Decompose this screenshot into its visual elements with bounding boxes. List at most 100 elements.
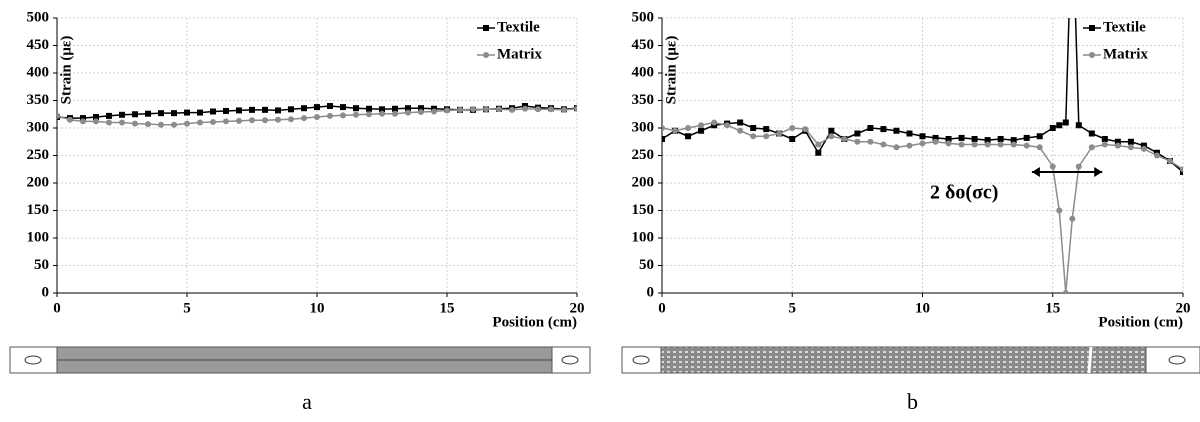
marker xyxy=(1075,163,1082,170)
marker xyxy=(444,107,450,114)
marker xyxy=(997,141,1004,148)
marker xyxy=(1010,137,1017,144)
marker xyxy=(958,134,965,141)
marker xyxy=(288,106,294,113)
marker xyxy=(763,126,770,133)
marker xyxy=(275,107,281,114)
marker xyxy=(971,141,978,148)
caption: a xyxy=(302,389,312,414)
marker xyxy=(698,127,705,134)
marker xyxy=(93,114,99,120)
y-tick-label: 0 xyxy=(647,284,655,300)
marker xyxy=(906,130,913,137)
y-tick-label: 150 xyxy=(632,202,655,218)
marker xyxy=(919,140,926,147)
marker xyxy=(789,136,796,142)
y-tick-label: 250 xyxy=(27,147,50,163)
marker xyxy=(662,125,665,131)
marker xyxy=(789,125,796,131)
y-axis-label: Strain (με) xyxy=(58,36,74,105)
marker xyxy=(1114,138,1121,145)
arrow-head xyxy=(1031,167,1103,177)
marker xyxy=(158,110,164,117)
marker xyxy=(672,127,679,134)
marker xyxy=(314,104,320,111)
y-tick-label: 50 xyxy=(639,257,654,273)
marker xyxy=(93,118,99,125)
marker xyxy=(327,112,333,119)
marker xyxy=(106,112,112,119)
marker xyxy=(132,111,138,118)
y-tick-label: 100 xyxy=(632,229,655,245)
legend-label: Textile xyxy=(1103,19,1146,35)
x-tick-label: 20 xyxy=(570,300,585,316)
marker xyxy=(275,116,281,123)
y-tick-label: 300 xyxy=(27,119,50,135)
marker xyxy=(1049,125,1056,131)
y-tick-label: 250 xyxy=(632,147,655,163)
marker xyxy=(828,133,835,140)
y-tick-label: 500 xyxy=(632,9,655,25)
marker xyxy=(327,103,333,109)
marker xyxy=(561,106,567,113)
marker xyxy=(301,105,307,112)
marker xyxy=(1166,158,1173,164)
marker xyxy=(776,130,783,137)
marker xyxy=(392,110,398,117)
marker xyxy=(405,105,411,112)
marker xyxy=(1088,144,1095,151)
marker xyxy=(724,122,731,129)
marker xyxy=(535,106,541,113)
marker xyxy=(1056,207,1063,214)
marker xyxy=(574,105,577,112)
marker xyxy=(1127,144,1134,151)
marker xyxy=(1180,166,1183,173)
marker xyxy=(802,126,809,133)
marker xyxy=(1089,52,1095,58)
marker xyxy=(418,105,424,112)
marker xyxy=(132,120,138,127)
marker xyxy=(236,107,242,114)
marker xyxy=(1062,119,1069,126)
marker xyxy=(262,117,268,124)
marker xyxy=(1023,142,1030,149)
marker xyxy=(106,119,112,126)
marker xyxy=(880,141,887,148)
marker xyxy=(815,141,822,148)
x-axis-label: Position (cm) xyxy=(492,314,577,330)
marker xyxy=(340,112,346,119)
y-axis-label: Strain (με) xyxy=(663,36,679,105)
marker xyxy=(1049,163,1056,170)
marker xyxy=(1062,290,1069,293)
x-tick-label: 15 xyxy=(440,300,455,316)
x-tick-label: 0 xyxy=(658,300,666,316)
y-tick-label: 350 xyxy=(27,92,50,108)
x-tick-label: 10 xyxy=(310,300,325,316)
marker xyxy=(1180,169,1183,175)
marker xyxy=(301,115,307,122)
marker xyxy=(1101,136,1108,142)
marker xyxy=(67,116,73,123)
marker xyxy=(483,25,489,31)
y-tick-label: 500 xyxy=(27,9,50,25)
marker xyxy=(210,108,216,115)
marker xyxy=(431,108,437,115)
y-tick-label: 150 xyxy=(27,202,50,218)
marker xyxy=(249,117,255,124)
marker xyxy=(997,136,1004,142)
marker xyxy=(509,106,515,113)
marker xyxy=(223,107,229,114)
x-tick-label: 15 xyxy=(1045,300,1060,316)
marker xyxy=(984,137,991,144)
marker xyxy=(1089,25,1095,31)
marker xyxy=(737,127,744,134)
annotation: 2 δo(σc) xyxy=(930,182,998,204)
x-tick-label: 5 xyxy=(183,300,191,316)
x-tick-label: 20 xyxy=(1176,300,1191,316)
marker xyxy=(184,120,190,127)
marker xyxy=(236,117,242,124)
marker xyxy=(80,115,86,122)
y-tick-label: 50 xyxy=(34,257,49,273)
plot-area xyxy=(57,103,577,128)
